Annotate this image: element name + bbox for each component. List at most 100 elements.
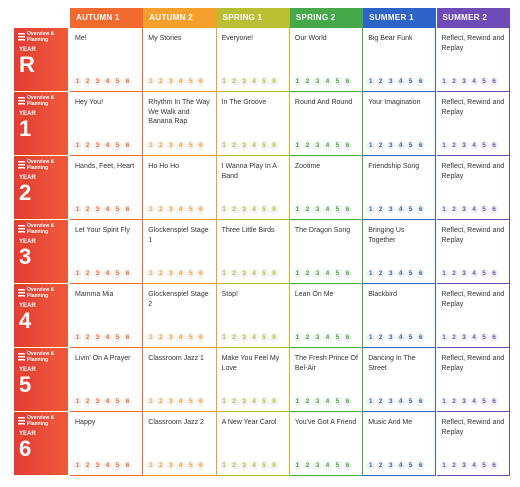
step-number[interactable]: 6	[269, 397, 279, 406]
step-number[interactable]: 4	[103, 205, 112, 214]
unit-cell[interactable]: Reflect, Rewind and Replay 1 2 3 4 5 6	[436, 412, 510, 476]
step-number[interactable]: 5	[259, 269, 269, 278]
step-number[interactable]: 1	[439, 397, 449, 406]
unit-cell[interactable]: Hey You! 1 2 3 4 5 6	[70, 92, 144, 156]
step-number[interactable]: 6	[416, 461, 426, 470]
step-number[interactable]: 2	[449, 77, 459, 86]
step-number[interactable]: 5	[479, 205, 489, 214]
step-number[interactable]: 4	[322, 77, 332, 86]
step-number[interactable]: 5	[186, 333, 196, 342]
step-number[interactable]: 5	[113, 397, 122, 406]
overview-planning-link[interactable]: Overview & Planning	[17, 31, 63, 45]
step-number[interactable]: 3	[93, 461, 102, 470]
unit-cell[interactable]: Dancing In The Street 1 2 3 4 5 6	[363, 348, 437, 412]
step-number[interactable]: 1	[366, 141, 376, 150]
step-number[interactable]: 4	[469, 333, 479, 342]
unit-cell[interactable]: Livin' On A Prayer 1 2 3 4 5 6	[70, 348, 144, 412]
step-number[interactable]: 2	[83, 141, 92, 150]
step-number[interactable]: 4	[103, 461, 112, 470]
step-number[interactable]: 2	[302, 333, 312, 342]
step-number[interactable]: 6	[416, 141, 426, 150]
step-number[interactable]: 1	[439, 461, 449, 470]
step-number[interactable]: 6	[196, 205, 206, 214]
step-number[interactable]: 3	[312, 77, 322, 86]
step-number[interactable]: 2	[302, 77, 312, 86]
step-number[interactable]: 2	[302, 461, 312, 470]
step-number[interactable]: 6	[123, 269, 132, 278]
step-number[interactable]: 3	[386, 397, 396, 406]
step-number[interactable]: 3	[166, 141, 176, 150]
unit-cell[interactable]: Blackbird 1 2 3 4 5 6	[363, 284, 437, 348]
step-number[interactable]: 2	[449, 461, 459, 470]
step-number[interactable]: 6	[416, 269, 426, 278]
step-number[interactable]: 6	[489, 269, 499, 278]
step-number[interactable]: 6	[489, 333, 499, 342]
step-number[interactable]: 5	[332, 461, 342, 470]
step-number[interactable]: 5	[259, 205, 269, 214]
step-number[interactable]: 3	[239, 205, 249, 214]
unit-cell[interactable]: Ho Ho Ho 1 2 3 4 5 6	[143, 156, 217, 220]
step-number[interactable]: 3	[239, 141, 249, 150]
step-number[interactable]: 5	[332, 333, 342, 342]
unit-cell[interactable]: Me! 1 2 3 4 5 6	[70, 28, 144, 92]
unit-cell[interactable]: Make You Feel My Love 1 2 3 4 5 6	[216, 348, 290, 412]
step-number[interactable]: 3	[166, 397, 176, 406]
step-number[interactable]: 1	[439, 333, 449, 342]
overview-planning-link[interactable]: Overview & Planning	[17, 351, 63, 365]
unit-cell[interactable]: Three Little Birds 1 2 3 4 5 6	[216, 220, 290, 284]
step-number[interactable]: 4	[396, 269, 406, 278]
step-number[interactable]: 2	[302, 205, 312, 214]
step-number[interactable]: 5	[113, 77, 122, 86]
step-number[interactable]: 2	[156, 269, 166, 278]
step-number[interactable]: 3	[93, 269, 102, 278]
step-number[interactable]: 3	[386, 77, 396, 86]
step-number[interactable]: 4	[249, 333, 259, 342]
unit-cell[interactable]: Stop! 1 2 3 4 5 6	[216, 284, 290, 348]
overview-planning-link[interactable]: Overview & Planning	[17, 95, 63, 109]
unit-cell[interactable]: Everyone! 1 2 3 4 5 6	[216, 28, 290, 92]
step-number[interactable]: 6	[342, 269, 352, 278]
step-number[interactable]: 3	[312, 333, 322, 342]
step-number[interactable]: 5	[332, 77, 342, 86]
unit-cell[interactable]: Bringing Us Together 1 2 3 4 5 6	[363, 220, 437, 284]
step-number[interactable]: 6	[123, 77, 132, 86]
step-number[interactable]: 1	[146, 205, 156, 214]
unit-cell[interactable]: Lean On Me 1 2 3 4 5 6	[289, 284, 364, 348]
step-number[interactable]: 5	[186, 269, 196, 278]
step-number[interactable]: 4	[103, 141, 112, 150]
step-number[interactable]: 5	[259, 333, 269, 342]
step-number[interactable]: 4	[249, 205, 259, 214]
unit-cell[interactable]: A New Year Carol 1 2 3 4 5 6	[216, 412, 290, 476]
step-number[interactable]: 1	[439, 141, 449, 150]
step-number[interactable]: 4	[396, 77, 406, 86]
step-number[interactable]: 2	[376, 77, 386, 86]
step-number[interactable]: 6	[342, 205, 352, 214]
step-number[interactable]: 1	[73, 397, 82, 406]
step-number[interactable]: 2	[302, 397, 312, 406]
step-number[interactable]: 6	[196, 269, 206, 278]
step-number[interactable]: 2	[449, 269, 459, 278]
step-number[interactable]: 2	[156, 461, 166, 470]
unit-cell[interactable]: Happy 1 2 3 4 5 6	[70, 412, 144, 476]
step-number[interactable]: 2	[156, 77, 166, 86]
step-number[interactable]: 4	[176, 397, 186, 406]
step-number[interactable]: 6	[416, 397, 426, 406]
step-number[interactable]: 1	[366, 205, 376, 214]
step-number[interactable]: 4	[249, 269, 259, 278]
step-number[interactable]: 5	[259, 77, 269, 86]
step-number[interactable]: 5	[479, 269, 489, 278]
step-number[interactable]: 4	[469, 141, 479, 150]
step-number[interactable]: 2	[83, 461, 92, 470]
step-number[interactable]: 6	[269, 269, 279, 278]
step-number[interactable]: 3	[239, 77, 249, 86]
step-number[interactable]: 4	[322, 461, 332, 470]
step-number[interactable]: 1	[219, 333, 229, 342]
step-number[interactable]: 1	[292, 141, 302, 150]
step-number[interactable]: 3	[386, 461, 396, 470]
unit-cell[interactable]: Reflect, Rewind and Replay 1 2 3 4 5 6	[436, 92, 510, 156]
step-number[interactable]: 2	[376, 141, 386, 150]
step-number[interactable]: 6	[269, 333, 279, 342]
step-number[interactable]: 1	[73, 333, 82, 342]
unit-cell[interactable]: Reflect, Rewind and Replay 1 2 3 4 5 6	[436, 156, 510, 220]
